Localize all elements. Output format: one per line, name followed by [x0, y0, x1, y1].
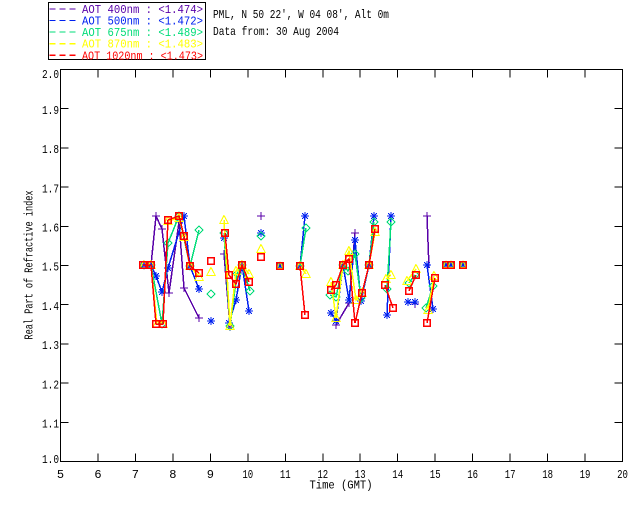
svg-text:1.1: 1.1	[42, 418, 59, 432]
svg-text:1.9: 1.9	[42, 104, 59, 118]
svg-text:1.4: 1.4	[42, 300, 59, 314]
svg-text:1.8: 1.8	[42, 143, 59, 157]
svg-text:18: 18	[542, 468, 553, 482]
svg-text:13: 13	[355, 468, 366, 482]
svg-text:16: 16	[467, 468, 478, 482]
svg-text:10: 10	[242, 468, 253, 482]
svg-text:AOT 500nm : <1.472>: AOT 500nm : <1.472>	[82, 15, 203, 29]
svg-text:17: 17	[505, 468, 516, 482]
svg-text:5: 5	[57, 468, 64, 482]
svg-text:AOT 675nm : <1.489>: AOT 675nm : <1.489>	[82, 26, 203, 40]
svg-text:Time (GMT): Time (GMT)	[310, 479, 373, 493]
svg-text:AOT 1020nm : <1.473>: AOT 1020nm : <1.473>	[82, 49, 203, 63]
svg-text:AOT 870nm : <1.483>: AOT 870nm : <1.483>	[82, 38, 203, 52]
svg-text:1.3: 1.3	[42, 339, 59, 353]
svg-text:1.5: 1.5	[42, 261, 59, 275]
svg-text:19: 19	[580, 468, 591, 482]
svg-text:2.0: 2.0	[42, 68, 59, 82]
svg-text:15: 15	[430, 468, 441, 482]
svg-text:PML, N 50 22', W 04 08', Alt 0: PML, N 50 22', W 04 08', Alt 0m	[213, 8, 389, 22]
svg-text:1.7: 1.7	[42, 182, 59, 196]
svg-text:6: 6	[94, 468, 101, 482]
svg-text:11: 11	[280, 468, 291, 482]
svg-text:12: 12	[317, 468, 328, 482]
svg-text:1.0: 1.0	[42, 453, 59, 467]
svg-text:8: 8	[169, 468, 176, 482]
svg-text:Real Part of Refractive index: Real Part of Refractive index	[23, 191, 37, 340]
svg-text:20: 20	[617, 468, 628, 482]
svg-text:AOT 400nm : <1.474>: AOT 400nm : <1.474>	[82, 3, 203, 17]
svg-text:9: 9	[207, 468, 214, 482]
svg-text:1.2: 1.2	[42, 378, 59, 392]
svg-text:1.6: 1.6	[42, 222, 59, 236]
svg-text:7: 7	[132, 468, 139, 482]
svg-text:Data from: 30 Aug 2004: Data from: 30 Aug 2004	[213, 25, 339, 39]
svg-text:14: 14	[392, 468, 403, 482]
